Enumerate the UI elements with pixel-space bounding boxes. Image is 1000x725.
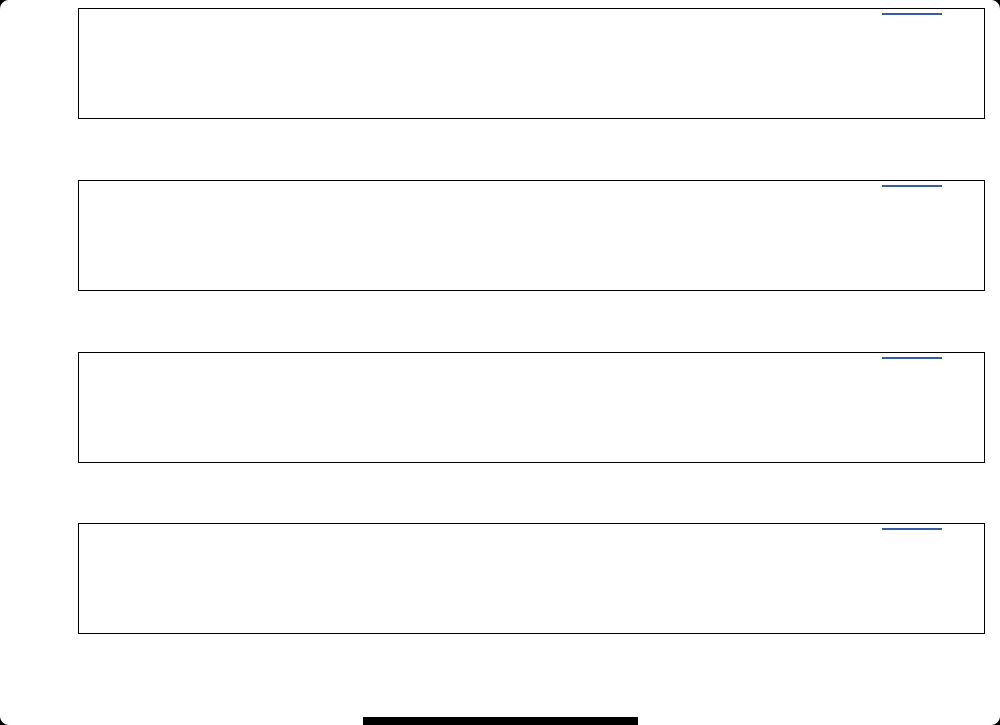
x-axis-tick-labels <box>78 640 985 666</box>
legend-line-sample <box>882 528 942 530</box>
plot-area <box>78 8 985 119</box>
legend <box>877 527 960 531</box>
x-axis-tick-labels <box>78 469 985 495</box>
subplot-label0 <box>0 8 1000 158</box>
x-axis-tick-labels <box>78 125 985 151</box>
waveform-plot <box>79 181 984 290</box>
legend <box>877 356 960 360</box>
subplot-label1 <box>0 180 1000 330</box>
subplot-label3 <box>0 523 1000 673</box>
legend <box>877 184 960 188</box>
legend-line-sample <box>882 185 942 187</box>
y-axis-tick-labels <box>0 180 70 291</box>
legend-line-sample <box>882 13 942 15</box>
bottom-bar <box>363 717 638 725</box>
y-axis-tick-labels <box>0 8 70 119</box>
plot-area <box>78 523 985 634</box>
y-axis-tick-labels <box>0 523 70 634</box>
subplot-label2 <box>0 352 1000 502</box>
waveform-plot <box>79 9 984 118</box>
plot-area <box>78 180 985 291</box>
y-axis-tick-labels <box>0 352 70 463</box>
waveform-plot <box>79 353 984 462</box>
legend-line-sample <box>882 357 942 359</box>
legend <box>877 12 960 16</box>
x-axis-tick-labels <box>78 297 985 323</box>
waveform-plot <box>79 524 984 633</box>
plot-area <box>78 352 985 463</box>
